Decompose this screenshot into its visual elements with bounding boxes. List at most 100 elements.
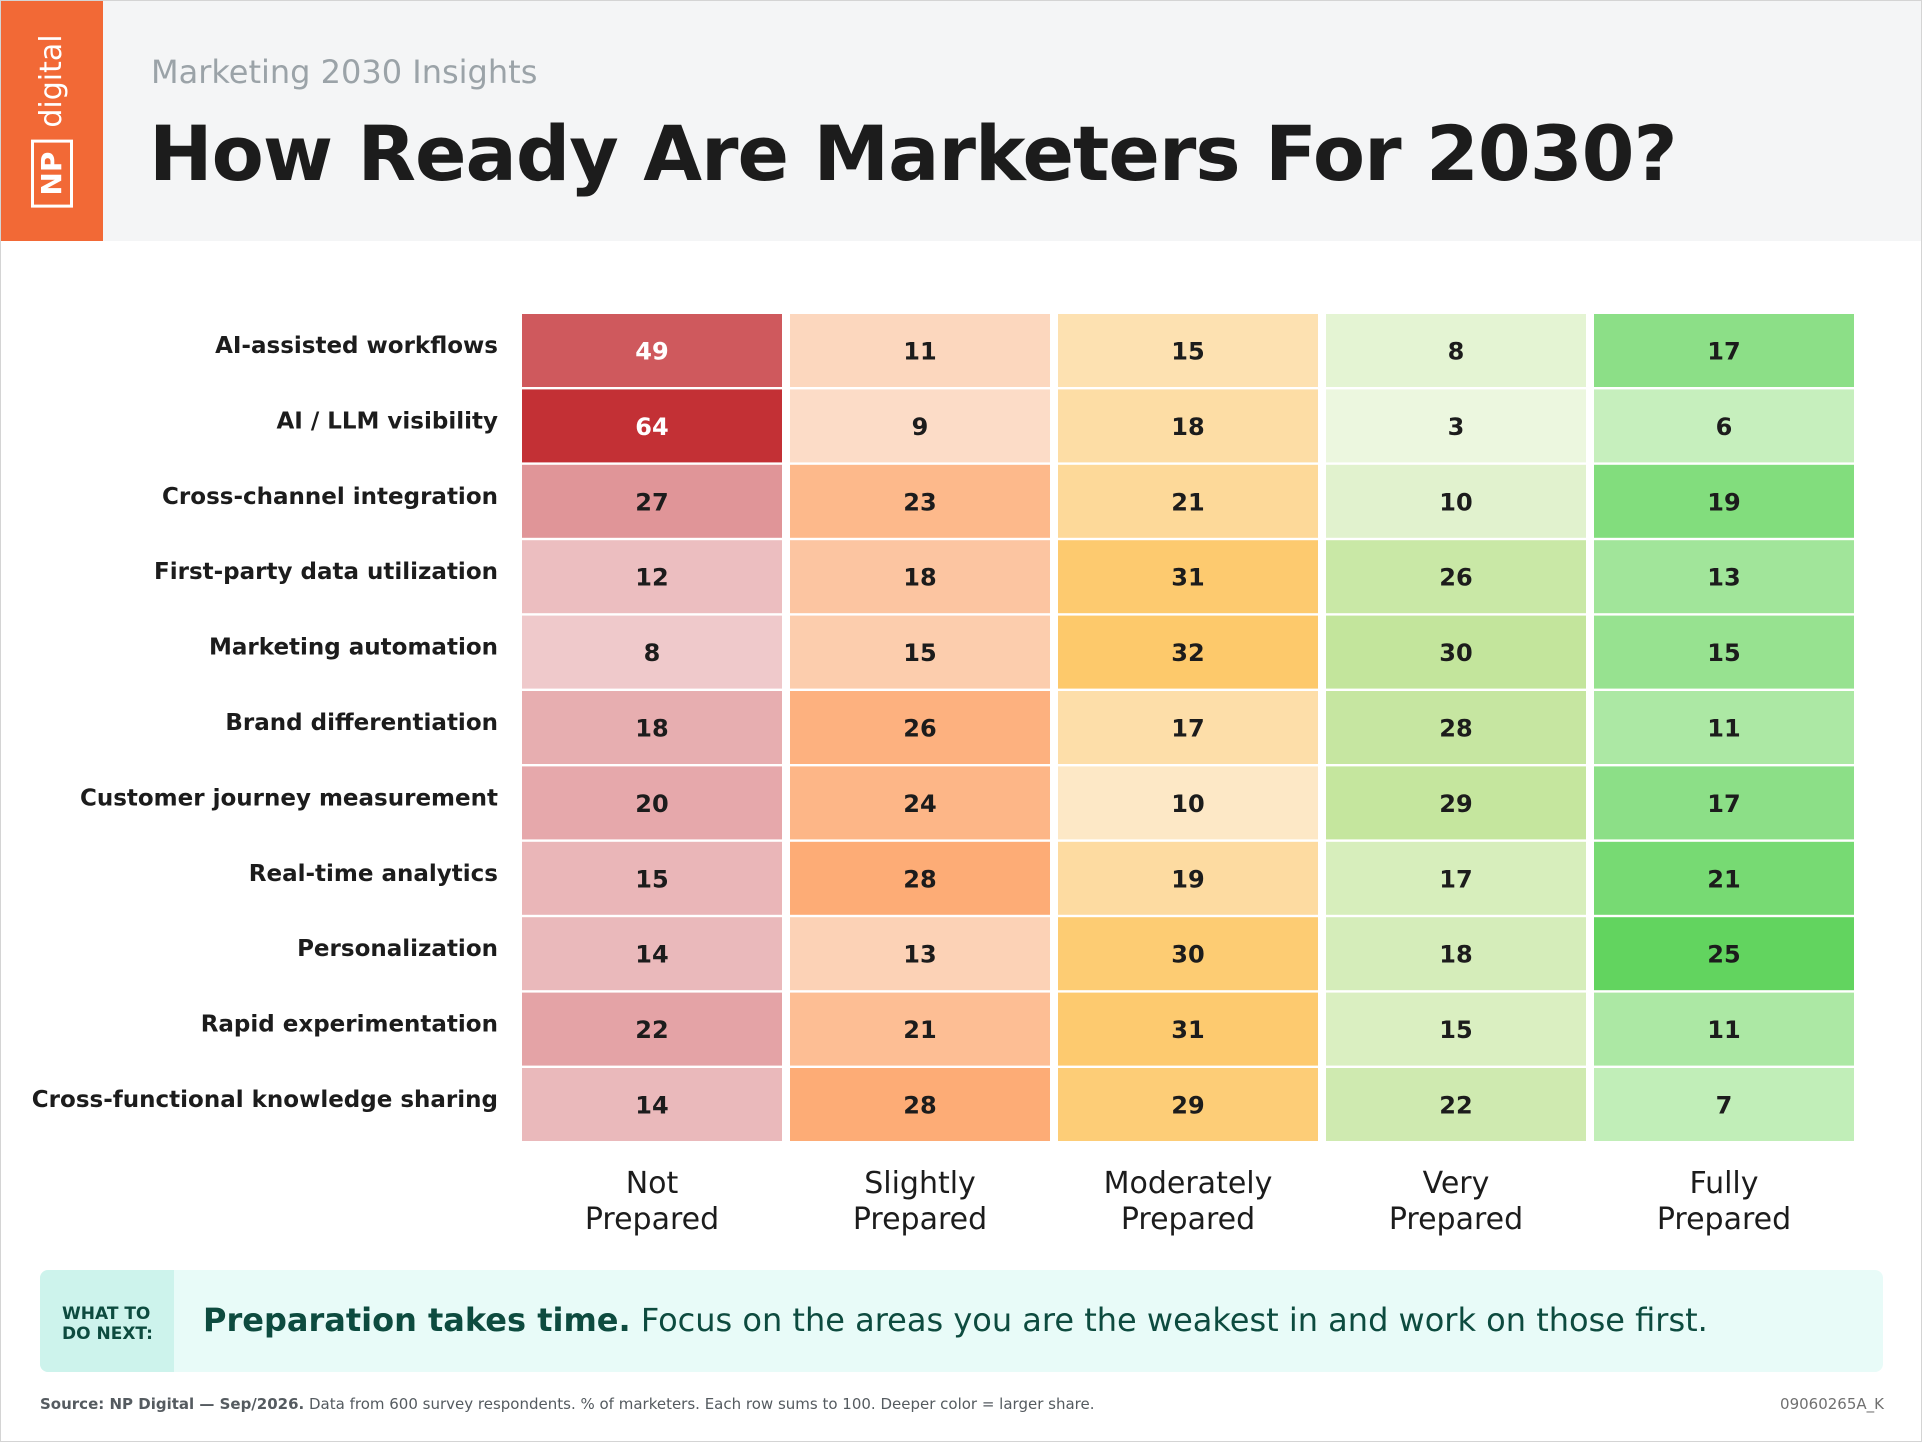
cell-value-label: 7 (1716, 1092, 1733, 1120)
heatmap-cell (522, 917, 782, 991)
heatmap-cell (522, 314, 782, 387)
heatmap-cell (1326, 1068, 1586, 1141)
cell-value-label: 19 (1171, 865, 1204, 893)
cell-value-label: 28 (903, 865, 936, 893)
cell-value-label: 18 (635, 715, 668, 743)
row-label: Cross-functional knowledge sharing (32, 1087, 498, 1113)
heatmap-cell (790, 992, 1050, 1066)
cell-value-label: 26 (1439, 564, 1472, 592)
cell-value-label: 13 (1707, 564, 1740, 592)
cell-value-label: 8 (644, 639, 661, 667)
cell-value-label: 32 (1171, 639, 1204, 667)
cell-value-label: 11 (1707, 1016, 1740, 1044)
cell-value-label: 28 (903, 1092, 936, 1120)
heatmap-cell (1326, 766, 1586, 840)
cell-value-label: 21 (903, 1016, 936, 1044)
column-label: Prepared (1389, 1202, 1523, 1237)
heatmap-cell (522, 992, 782, 1066)
heatmap-cell (522, 766, 782, 840)
heatmap-cell (1326, 841, 1586, 915)
heatmap-cell (1058, 992, 1318, 1066)
heatmap-cell (1326, 917, 1586, 991)
heatmap-cell (1326, 615, 1586, 689)
heatmap-cell (522, 615, 782, 689)
heatmap-cell (522, 540, 782, 614)
cell-value-label: 13 (903, 941, 936, 969)
cell-value-label: 29 (1171, 1092, 1204, 1120)
heatmap-cell (1326, 992, 1586, 1066)
methodology-note: Data from 600 survey respondents. % of m… (304, 1395, 1095, 1413)
heatmap-cell (522, 1068, 782, 1141)
heatmap-cell (1058, 1068, 1318, 1141)
heatmap-cell (522, 389, 782, 463)
heatmap-cell (1594, 766, 1854, 840)
cell-value-label: 21 (1171, 488, 1204, 516)
cell-value-label: 22 (1439, 1092, 1472, 1120)
callout-tag-line-2: DO NEXT: (62, 1324, 153, 1344)
column-label: Not (626, 1166, 679, 1201)
heatmap-cell (1058, 841, 1318, 915)
cell-value-label: 30 (1439, 639, 1472, 667)
heatmap-cell (1326, 540, 1586, 614)
column-label: Prepared (853, 1202, 987, 1237)
cell-value-label: 17 (1707, 790, 1740, 818)
heatmap-cell (1594, 691, 1854, 764)
row-label: AI / LLM visibility (276, 408, 498, 434)
source-label: Source: NP Digital — Sep/2026. (40, 1395, 305, 1413)
cell-value-label: 18 (903, 564, 936, 592)
cell-value-label: 28 (1439, 715, 1472, 743)
cell-value-label: 15 (635, 865, 668, 893)
heatmap-cell (1326, 464, 1586, 538)
cell-value-label: 15 (1171, 338, 1204, 366)
row-label: Rapid experimentation (201, 1012, 498, 1038)
cell-value-label: 10 (1439, 488, 1472, 516)
cell-value-label: 6 (1716, 413, 1733, 441)
heatmap-cell (1594, 841, 1854, 915)
heatmap-cell (522, 464, 782, 538)
row-label: Cross-channel integration (162, 484, 498, 510)
cell-value-label: 19 (1707, 488, 1740, 516)
cell-value-label: 23 (903, 488, 936, 516)
heatmap-cell (790, 314, 1050, 387)
column-label: Fully (1689, 1166, 1758, 1201)
cell-value-label: 17 (1171, 715, 1204, 743)
heatmap-chart: 496427128182015142214NotPrepared11923181… (32, 314, 1854, 1237)
heatmap-cell (522, 841, 782, 915)
column-label: Prepared (1121, 1202, 1255, 1237)
column-label: Very (1423, 1166, 1490, 1201)
heatmap-cell (1326, 314, 1586, 387)
column-label: Prepared (1657, 1202, 1791, 1237)
heatmap-cell (790, 540, 1050, 614)
chart-subtitle: Marketing 2030 Insights (151, 53, 538, 91)
cell-value-label: 25 (1707, 941, 1740, 969)
callout-message: Preparation takes time. Focus on the are… (203, 1301, 1708, 1339)
heatmap-cell (1326, 389, 1586, 463)
heatmap-cell (1594, 464, 1854, 538)
heatmap-cell (790, 464, 1050, 538)
cell-value-label: 9 (912, 413, 929, 441)
cell-value-label: 22 (635, 1016, 668, 1044)
cell-value-label: 12 (635, 564, 668, 592)
cell-value-label: 31 (1171, 1016, 1204, 1044)
heatmap-cell (790, 691, 1050, 764)
cell-value-label: 10 (1171, 790, 1204, 818)
row-label: Real-time analytics (249, 861, 498, 887)
heatmap-cell (1058, 766, 1318, 840)
row-label: AI-assisted workflows (215, 333, 498, 359)
heatmap-cell (1058, 389, 1318, 463)
callout-tag: WHAT TO DO NEXT: (40, 1270, 174, 1372)
cell-value-label: 17 (1707, 338, 1740, 366)
row-label: First-party data utilization (154, 559, 498, 585)
heatmap-cell (1058, 314, 1318, 387)
heatmap-cell (1058, 540, 1318, 614)
cell-value-label: 15 (903, 639, 936, 667)
heatmap-cell (1058, 615, 1318, 689)
heatmap-cell (522, 691, 782, 764)
heatmap-cell (1058, 917, 1318, 991)
heatmap-cell (790, 766, 1050, 840)
cell-value-label: 3 (1448, 413, 1465, 441)
column-label: Slightly (864, 1166, 976, 1201)
cell-value-label: 64 (635, 413, 668, 441)
heatmap-cell (1326, 691, 1586, 764)
